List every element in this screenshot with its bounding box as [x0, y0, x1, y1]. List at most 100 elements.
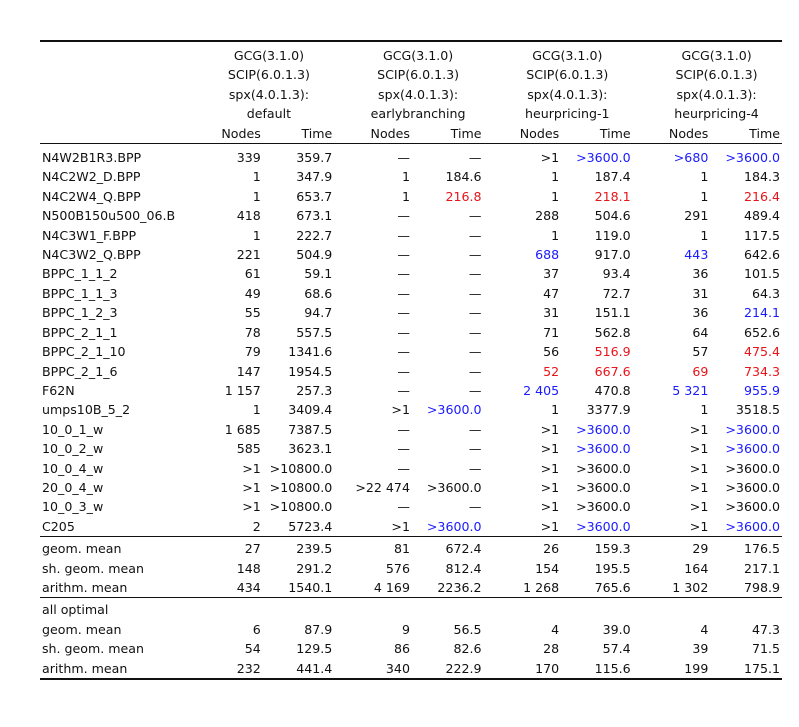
- column-gap: [334, 658, 353, 681]
- column-gap: [484, 517, 502, 537]
- group-1-line-1: GCG(3.1.0): [203, 39, 335, 66]
- nodes-cell: —: [397, 499, 410, 515]
- column-gap: [334, 323, 352, 342]
- instance-name: arithm. mean: [40, 658, 204, 681]
- table-row: N4W2B1R3.BPP 339 359.7 — — >1 >3600.0 >680 >3600…: [40, 144, 782, 168]
- column-gap: [632, 536, 652, 559]
- time-cell: 59.1: [304, 266, 333, 282]
- nodes-cell: 2: [252, 518, 261, 534]
- time-cell: >3600.0: [725, 150, 780, 166]
- column-gap: [484, 167, 502, 186]
- time-cell: 667.6: [594, 363, 631, 379]
- column-gap: [484, 362, 502, 381]
- column-gap: [334, 620, 352, 639]
- nodes-cell: 79: [244, 344, 261, 360]
- instance-name: arithm. mean: [42, 579, 128, 595]
- column-gap: [484, 264, 502, 283]
- nodes-cell: —: [397, 247, 410, 263]
- time-cell: 1954.5: [288, 363, 333, 379]
- nodes-cell: 148: [236, 560, 261, 576]
- time-cell: >3600.0: [725, 421, 780, 437]
- nodes-cell: 434: [236, 579, 261, 595]
- column-gap: [484, 420, 502, 439]
- instance-name: N4C3W2_Q.BPP: [42, 247, 141, 263]
- column-gap: [334, 303, 352, 322]
- nodes-cell: 64: [692, 324, 709, 340]
- nodes-cell: >1: [242, 479, 261, 495]
- time-cell: 291.2: [296, 560, 333, 576]
- nodes-cell: —: [397, 344, 410, 360]
- time-cell: 216.8: [445, 188, 482, 204]
- nodes-cell: 418: [236, 208, 261, 224]
- nodes-cell: 1: [551, 227, 560, 243]
- column-gap: [334, 420, 352, 439]
- column-gap: [633, 620, 651, 639]
- nodes-cell: >680: [673, 150, 709, 166]
- nodes-cell: 1: [700, 227, 709, 243]
- nodes-cell: 61: [244, 266, 261, 282]
- table-row: arithm. mean 434 1540.1 4 169 2236.2 1 268 765…: [40, 578, 782, 598]
- instance-name: BPPC_1_1_2: [42, 266, 118, 282]
- nodes-cell: 1: [551, 169, 560, 185]
- nodes-cell: 39: [692, 641, 709, 657]
- time-cell: —: [468, 208, 482, 224]
- nodes-cell: —: [397, 227, 410, 243]
- instance-name: sh. geom. mean: [42, 641, 144, 657]
- nodes-cell: 71: [543, 324, 560, 340]
- table-row: N4C2W2_D.BPP 1 347.9 1 184.6 1 187.4 1 184.3: [40, 167, 782, 186]
- time-cell: >10800.0: [269, 460, 333, 476]
- nodes-cell: 1: [401, 188, 410, 204]
- nodes-cell: —: [397, 324, 410, 340]
- table-row: 10_0_1_w 1 685 7387.5 — — >1 >3600.0 >1 >3600.0: [40, 420, 782, 439]
- time-cell: 184.3: [743, 169, 780, 185]
- instance-rows: N4W2B1R3.BPP 339 359.7 — — >1 >3600.0 >680 >3600…: [40, 144, 782, 537]
- time-cell: 653.7: [296, 188, 333, 204]
- table-row: BPPC_1_1_3 49 68.6 — — 47 72.7 31 64.3: [40, 284, 782, 303]
- nodes-cell: 31: [543, 305, 560, 321]
- results-table: GCG(3.1.0) GCG(3.1.0) GCG(3.1.0) GCG(3.1…: [40, 39, 782, 681]
- column-gap: [334, 144, 352, 168]
- nodes-cell: >1: [689, 460, 709, 476]
- column-gap: [632, 658, 652, 681]
- column-gap: [334, 517, 352, 537]
- column-gap: [633, 420, 651, 439]
- column-gap: [334, 264, 352, 283]
- column-gap: [484, 245, 502, 264]
- nodes-cell: 147: [236, 363, 261, 379]
- nodes-header: Nodes: [352, 123, 412, 145]
- column-gap: [633, 439, 651, 458]
- nodes-cell: 1 157: [224, 382, 261, 398]
- time-cell: >3600.0: [576, 150, 631, 166]
- time-cell: 119.0: [594, 227, 631, 243]
- table-row: F62N 1 157 257.3 — — 2 405 470.8 5 321 955.9: [40, 381, 782, 400]
- nodes-cell: 1: [252, 169, 261, 185]
- time-cell: >3600.0: [576, 479, 631, 495]
- column-gap: [334, 187, 352, 206]
- time-cell: >3600.0: [576, 421, 631, 437]
- instance-name: 20_0_4_w: [42, 479, 104, 495]
- instance-name: 10_0_2_w: [42, 441, 104, 457]
- nodes-cell: 232: [203, 658, 263, 681]
- time-cell: 3518.5: [735, 402, 780, 418]
- time-cell: >10800.0: [269, 499, 333, 515]
- time-cell: 72.7: [602, 285, 631, 301]
- column-gap: [483, 536, 502, 559]
- time-cell: 562.8: [594, 324, 631, 340]
- nodes-cell: 2 405: [523, 382, 560, 398]
- nodes-cell: 199: [651, 658, 711, 681]
- nodes-header: Nodes: [501, 123, 562, 145]
- section-title-row: all optimal: [40, 597, 782, 620]
- time-cell: >3600.0: [725, 518, 780, 534]
- table-row: C205 2 5723.4 >1 >3600.0 >1 >3600.0 >1 >3600.0: [40, 517, 782, 537]
- nodes-cell: —: [397, 382, 410, 398]
- column-gap: [484, 497, 502, 516]
- instance-name: N4C2W2_D.BPP: [42, 169, 141, 185]
- time-cell: 441.4: [262, 658, 335, 681]
- nodes-cell: 1: [551, 402, 560, 418]
- column-gap: [633, 342, 651, 361]
- time-cell: —: [468, 344, 482, 360]
- nodes-cell: 52: [543, 363, 560, 379]
- time-cell: 82.6: [453, 641, 482, 657]
- instance-name: N4C3W1_F.BPP: [42, 227, 137, 243]
- nodes-cell: >1: [242, 499, 261, 515]
